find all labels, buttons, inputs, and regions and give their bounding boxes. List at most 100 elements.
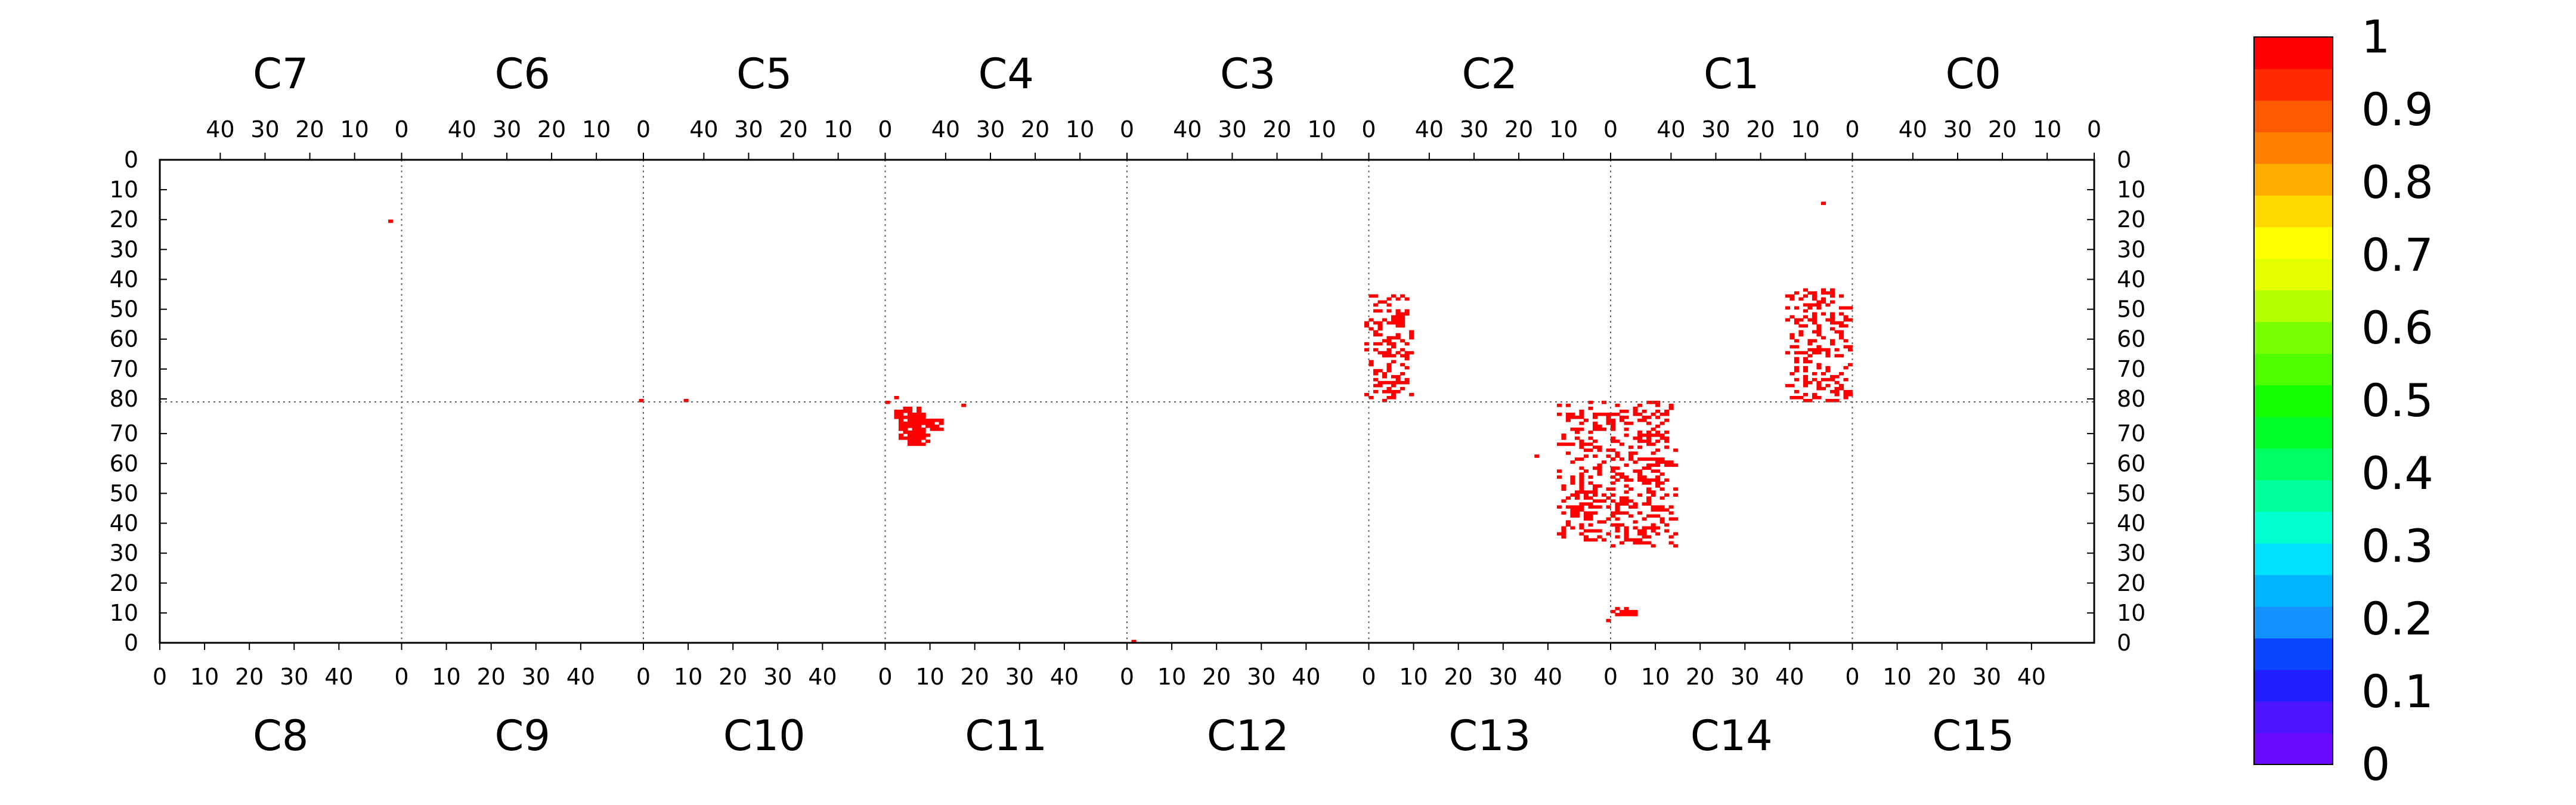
hit-pixel (1843, 324, 1849, 328)
hit-pixel (1812, 330, 1817, 334)
hit-pixel (1794, 306, 1799, 310)
hit-pixel (1404, 366, 1410, 370)
hit-pixel (1642, 532, 1647, 536)
hit-pixel (1843, 366, 1849, 370)
tick-label: 10 (340, 116, 369, 143)
hit-pixel (1611, 439, 1616, 443)
tick-label: 0 (1361, 116, 1376, 143)
hit-pixel (1820, 312, 1826, 316)
tick-label: 20 (1928, 664, 1956, 690)
hit-pixel (1611, 419, 1616, 422)
hit-pixel (1382, 354, 1388, 358)
hit-pixel (1655, 410, 1661, 413)
hit-pixel (1593, 487, 1598, 491)
hit-pixel (1789, 333, 1795, 337)
hit-pixel (1597, 428, 1602, 431)
hit-pixel (1830, 321, 1835, 325)
hit-pixel (1834, 399, 1840, 402)
tick-label: 10 (823, 116, 852, 143)
color-scale-label: 0.5 (2361, 374, 2433, 427)
tick-label: 20 (1262, 116, 1291, 143)
hit-pixel (1593, 425, 1598, 428)
hit-pixel (1637, 413, 1643, 416)
hit-pixel (1395, 374, 1401, 379)
hit-pixel (1409, 330, 1414, 334)
hit-pixel (1583, 490, 1589, 494)
hit-pixel (1579, 439, 1584, 443)
hit-pixel (1807, 360, 1813, 364)
hit-pixel (1803, 366, 1808, 370)
hit-pixel (1651, 469, 1656, 473)
hit-pixel (1812, 303, 1817, 307)
hit-pixel (1646, 478, 1652, 482)
hit-pixel (1624, 612, 1629, 617)
hit-pixel (1803, 351, 1808, 355)
hit-pixel (1848, 393, 1853, 397)
color-scale-label: 0.1 (2361, 665, 2433, 718)
hit-pixel (1628, 445, 1634, 449)
hit-pixel (1620, 419, 1625, 422)
hit-pixel (1364, 321, 1370, 325)
hit-pixel (1651, 544, 1656, 548)
hit-pixel (1579, 442, 1584, 446)
hit-pixel (1637, 493, 1643, 497)
hit-pixel (1593, 466, 1598, 470)
hit-pixel (1391, 318, 1397, 322)
hit-pixel (1651, 442, 1656, 446)
hit-pixel (1615, 404, 1620, 407)
hit-pixel (1400, 339, 1405, 343)
hit-pixel (1574, 431, 1580, 434)
hit-pixel (1803, 380, 1808, 385)
hit-pixel (1579, 428, 1584, 431)
hit-pixel (1668, 505, 1674, 509)
hit-pixel (1593, 490, 1598, 494)
hit-pixel (1825, 383, 1831, 388)
tick-label: 20 (537, 116, 566, 143)
hit-pixel (1646, 526, 1652, 530)
hit-pixel (1597, 472, 1602, 476)
color-step (2254, 448, 2333, 481)
hit-pixel (1807, 354, 1813, 358)
hit-pixel (1807, 318, 1813, 322)
tick-label: 40 (206, 116, 234, 143)
hit-pixel (1570, 511, 1575, 515)
hit-pixel (1839, 312, 1844, 316)
color-step (2254, 543, 2333, 575)
chip-label: C15 (1932, 711, 2014, 760)
hit-pixel (1391, 383, 1397, 388)
color-step (2254, 227, 2333, 259)
hit-pixel (934, 419, 940, 422)
hit-pixel (961, 404, 967, 407)
color-step (2254, 511, 2333, 544)
hit-pixel (894, 396, 899, 400)
hit-pixel (1655, 508, 1661, 512)
hit-pixel (1409, 333, 1414, 337)
tick-label: 30 (250, 116, 279, 143)
hit-pixel (1615, 529, 1620, 533)
hit-pixel (1597, 445, 1602, 449)
hit-pixel (1382, 300, 1388, 304)
hit-pixel (1131, 640, 1137, 643)
hit-pixel (1637, 445, 1643, 449)
hit-pixel (1642, 439, 1647, 443)
hit-pixel (930, 419, 935, 422)
hit-pixel (934, 425, 940, 428)
hit-pixel (1642, 535, 1647, 539)
hit-pixel (1620, 416, 1625, 419)
hit-pixel (1798, 396, 1804, 400)
color-scale-label: 0.8 (2361, 156, 2433, 209)
hit-pixel (1624, 484, 1629, 488)
hit-pixel (1646, 541, 1652, 545)
hit-pixel (1364, 348, 1370, 352)
hit-pixel (1633, 407, 1638, 410)
hit-pixel (1368, 396, 1374, 400)
hit-pixel (1583, 502, 1589, 506)
hit-pixel (1386, 351, 1392, 355)
hit-pixel (1377, 351, 1383, 355)
hit-pixel (1628, 457, 1634, 461)
hit-pixel (1593, 454, 1598, 458)
hit-pixel (1803, 393, 1808, 397)
hit-pixel (903, 416, 908, 419)
hit-pixel (1565, 413, 1571, 416)
hit-pixel (1373, 371, 1379, 376)
